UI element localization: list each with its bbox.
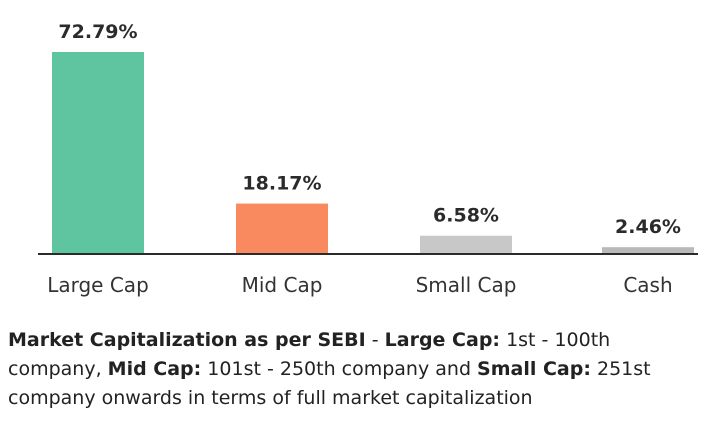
value-label-mid-cap: 18.17%: [242, 173, 321, 195]
value-label-small-cap: 6.58%: [433, 205, 499, 227]
note-mid-cap-range: 101st - 250th company and: [201, 358, 478, 380]
category-labels-layer: Large Cap Mid Cap Small Cap Cash: [47, 273, 672, 297]
bar-chart: 72.79% 18.17% 6.58% 2.46% Large Cap Mid Cap S…: [38, 21, 698, 297]
note-small-cap-range: 251st company onwards in terms of full m…: [8, 358, 651, 409]
value-labels-layer: 72.79% 18.17% 6.58% 2.46%: [58, 21, 681, 238]
bar-mid-cap: [236, 203, 328, 254]
note-separator: -: [365, 329, 385, 351]
category-label-large-cap: Large Cap: [47, 273, 149, 297]
note-large-cap-label: Large Cap:: [384, 329, 501, 351]
bar-large-cap: [52, 52, 144, 254]
note-small-cap-label: Small Cap:: [477, 358, 591, 380]
value-label-large-cap: 72.79%: [58, 21, 137, 43]
category-label-mid-cap: Mid Cap: [242, 273, 323, 297]
market-cap-note: Market Capitalization as per SEBI - Larg…: [8, 326, 708, 413]
chart-canvas: 72.79% 18.17% 6.58% 2.46% Large Cap Mid Cap S…: [38, 21, 698, 297]
bar-small-cap: [420, 235, 512, 254]
bar-cash: [602, 247, 694, 254]
category-label-cash: Cash: [623, 273, 672, 297]
note-heading: Market Capitalization as per SEBI: [8, 329, 366, 351]
category-label-small-cap: Small Cap: [416, 273, 517, 297]
bars-layer: [52, 52, 694, 254]
value-label-cash: 2.46%: [615, 216, 681, 238]
note-mid-cap-label: Mid Cap:: [107, 358, 202, 380]
note-large-cap-range: 1st - 100th company,: [8, 329, 611, 380]
